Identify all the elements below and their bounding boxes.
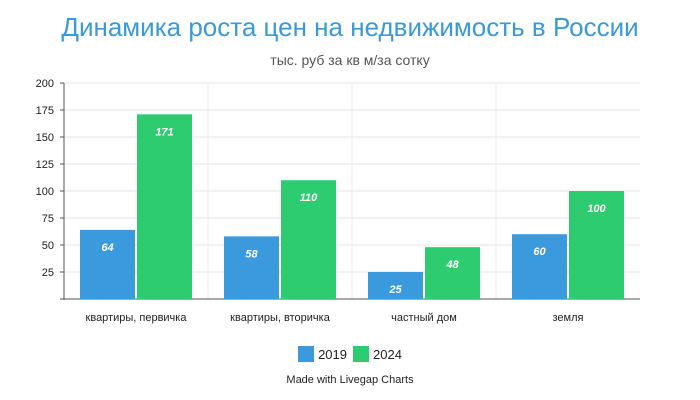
y-tick-label: 100 [36,186,54,198]
chart-subtitle: тыс. руб за кв м/за сотку [270,52,430,68]
y-tick-label: 200 [36,78,54,90]
bar-2024-1 [281,180,336,299]
bar-2019-1 [224,236,279,299]
data-label: 110 [300,192,318,204]
legend: 2019 2024 [0,346,700,362]
chart-title: Динамика роста цен на недвижимость в Рос… [61,12,639,42]
x-tick-label: частный дом [391,312,457,324]
bar-2019-0 [80,229,135,299]
legend-swatch-2024 [353,346,369,362]
legend-swatch-2019 [298,346,315,362]
credit-text: Made with Livegap Charts [286,374,414,386]
data-label: 100 [587,203,606,215]
y-tick-label: 175 [36,105,54,117]
data-label: 60 [533,246,546,258]
data-label: 58 [245,248,258,260]
data-label: 64 [101,242,113,254]
legend-item-2019[interactable]: 2019 [298,346,347,362]
x-tick-label: квартиры, вторичка [230,312,331,324]
y-tick-label: 25 [42,267,54,279]
bar-2024-0 [137,114,192,299]
x-tick-label: квартиры, первичка [86,312,188,324]
data-label: 48 [445,259,459,271]
data-label: 25 [388,284,402,296]
y-tick-label: 125 [36,159,54,171]
data-label: 171 [155,126,173,138]
bar-2019-3 [512,234,567,299]
legend-label-2024: 2024 [373,346,402,362]
y-tick-label: 150 [36,132,54,144]
bar-2019-2 [368,272,423,299]
y-tick-label: 50 [42,240,54,252]
legend-item-2024[interactable]: 2024 [353,346,402,362]
legend-label-2019: 2019 [318,346,347,362]
x-tick-label: земля [553,312,584,324]
bar-2024-3 [569,191,624,299]
y-tick-label: 75 [42,213,54,225]
bar-2024-2 [425,247,480,299]
